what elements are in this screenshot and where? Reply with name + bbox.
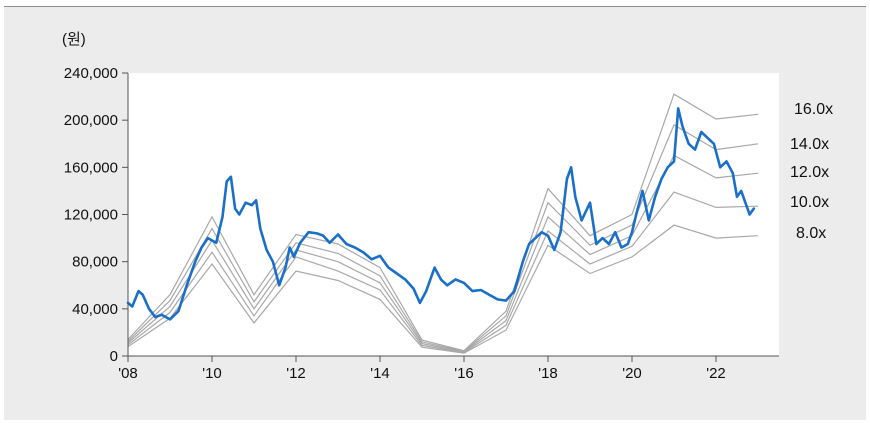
band-lines (127, 93, 759, 354)
band-line-3 (127, 191, 759, 354)
band-label-4: 8.0x (796, 225, 826, 242)
x-tick-label: '14 (370, 365, 390, 382)
price-line (126, 107, 756, 321)
band-line-0 (127, 93, 759, 352)
x-tick-label: '12 (286, 365, 306, 382)
x-tick-label: '20 (622, 365, 642, 382)
band-line-2 (127, 154, 759, 353)
price-series-line (126, 107, 756, 321)
y-tick-label: 0 (110, 348, 118, 365)
band-label-1: 14.0x (790, 136, 829, 153)
band-label-2: 12.0x (790, 164, 829, 181)
y-tick-label: 240,000 (64, 65, 118, 82)
x-tick-label: '18 (538, 365, 558, 382)
x-tick-label: '08 (118, 365, 138, 382)
x-tick-label: '16 (454, 365, 474, 382)
x-tick-label: '22 (706, 365, 726, 382)
y-unit-label: (원) (62, 31, 86, 48)
x-tick-label: '10 (202, 365, 222, 382)
band-line-4 (127, 224, 759, 354)
y-tick-label: 40,000 (72, 301, 118, 318)
band-line-1 (127, 124, 759, 352)
band-label-3: 10.0x (790, 194, 829, 211)
band-label-0: 16.0x (794, 101, 833, 118)
y-tick-label: 80,000 (72, 254, 118, 271)
y-tick-label: 200,000 (64, 112, 118, 129)
band-labels: 16.0x 14.0x 12.0x 10.0x 8.0x (790, 101, 833, 242)
plot-area (128, 73, 779, 356)
y-tick-label: 160,000 (64, 159, 118, 176)
y-tick-label: 120,000 (64, 207, 118, 224)
axes: 0 40,000 80,000 120,000 160,000 200,000 240,00… (64, 65, 779, 382)
